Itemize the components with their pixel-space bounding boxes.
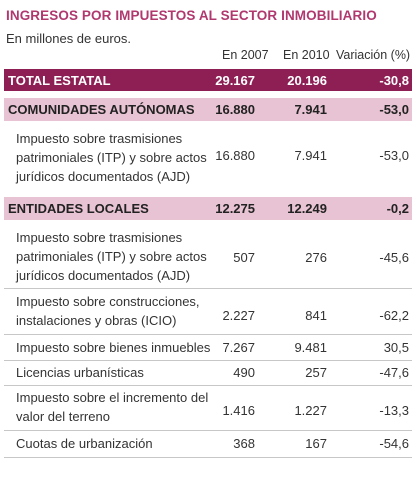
- row-divider: [4, 457, 412, 458]
- row-variation: -62,2: [379, 308, 409, 323]
- row-label: Cuotas de urbanización: [16, 436, 153, 451]
- row-variation: -13,3: [379, 403, 409, 418]
- column-header-2010: En 2010: [283, 48, 330, 62]
- table-subtitle: En millones de euros.: [6, 31, 132, 46]
- row-divider: [4, 430, 412, 431]
- section-2007: 12.275: [215, 201, 255, 216]
- row-2007: 2.227: [222, 308, 255, 323]
- row-label: Impuesto sobre trasmisiones patrimoniale…: [16, 230, 207, 283]
- table-row: Impuesto sobre bienes inmuebles 7.267 9.…: [4, 337, 412, 360]
- row-label: Impuesto sobre construcciones, instalaci…: [16, 294, 200, 328]
- column-header-2007: En 2007: [222, 48, 269, 62]
- section-2010: 12.249: [287, 201, 327, 216]
- table-row: Impuesto sobre trasmisiones patrimoniale…: [4, 226, 412, 286]
- total-row: TOTAL ESTATAL 29.167 20.196 -30,8: [4, 69, 412, 91]
- section-row-entidades: ENTIDADES LOCALES 12.275 12.249 -0,2: [4, 197, 412, 220]
- row-variation: -53,0: [379, 148, 409, 163]
- row-label: Impuesto sobre trasmisiones patrimoniale…: [16, 131, 207, 184]
- table-row: Impuesto sobre el incremento del valor d…: [4, 388, 412, 428]
- total-label: TOTAL ESTATAL: [8, 73, 111, 88]
- section-2007: 16.880: [215, 102, 255, 117]
- row-2007: 368: [233, 436, 255, 451]
- row-2010: 9.481: [294, 340, 327, 355]
- row-2007: 1.416: [222, 403, 255, 418]
- row-divider: [4, 360, 412, 361]
- row-label: Licencias urbanísticas: [16, 365, 144, 380]
- table-row: Licencias urbanísticas 490 257 -47,6: [4, 363, 412, 384]
- section-label: ENTIDADES LOCALES: [8, 201, 149, 216]
- row-2010: 167: [305, 436, 327, 451]
- row-2007: 7.267: [222, 340, 255, 355]
- row-2010: 257: [305, 365, 327, 380]
- row-label: Impuesto sobre el incremento del valor d…: [16, 390, 209, 424]
- table-row: Impuesto sobre construcciones, instalaci…: [4, 291, 412, 333]
- table-title: INGRESOS POR IMPUESTOS AL SECTOR INMOBIL…: [6, 8, 377, 23]
- section-variation: -0,2: [386, 201, 409, 216]
- row-label: Impuesto sobre bienes inmuebles: [16, 340, 211, 355]
- row-2010: 1.227: [294, 403, 327, 418]
- row-divider: [4, 288, 412, 289]
- row-divider: [4, 385, 412, 386]
- table-row: Impuesto sobre trasmisiones patrimoniale…: [4, 127, 412, 189]
- row-2010: 841: [305, 308, 327, 323]
- total-variation: -30,8: [379, 73, 409, 88]
- column-header-variation: Variación (%): [336, 48, 411, 62]
- section-row-comunidades: COMUNIDADES AUTÓNOMAS 16.880 7.941 -53,0: [4, 98, 412, 121]
- row-variation: -54,6: [379, 436, 409, 451]
- row-2010: 276: [305, 250, 327, 265]
- row-variation: 30,5: [383, 340, 409, 355]
- total-2007: 29.167: [215, 73, 255, 88]
- row-variation: -47,6: [379, 365, 409, 380]
- row-2007: 16.880: [215, 148, 255, 163]
- row-divider: [4, 334, 412, 335]
- total-2010: 20.196: [287, 73, 327, 88]
- row-2007: 490: [233, 365, 255, 380]
- section-2010: 7.941: [294, 102, 327, 117]
- row-2010: 7.941: [294, 148, 327, 163]
- section-label: COMUNIDADES AUTÓNOMAS: [8, 102, 195, 117]
- section-variation: -53,0: [379, 102, 409, 117]
- table-row: Cuotas de urbanización 368 167 -54,6: [4, 433, 412, 455]
- row-variation: -45,6: [379, 250, 409, 265]
- row-2007: 507: [233, 250, 255, 265]
